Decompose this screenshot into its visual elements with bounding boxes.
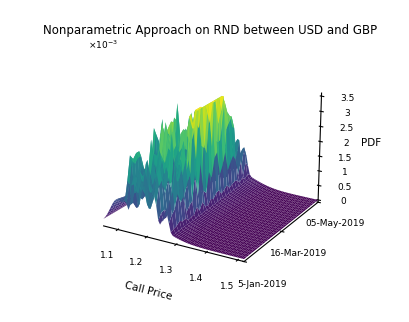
- Text: $\times10^{-3}$: $\times10^{-3}$: [88, 38, 118, 51]
- Title: Nonparametric Approach on RND between USD and GBP: Nonparametric Approach on RND between US…: [43, 24, 377, 37]
- X-axis label: Call Price: Call Price: [124, 280, 173, 301]
